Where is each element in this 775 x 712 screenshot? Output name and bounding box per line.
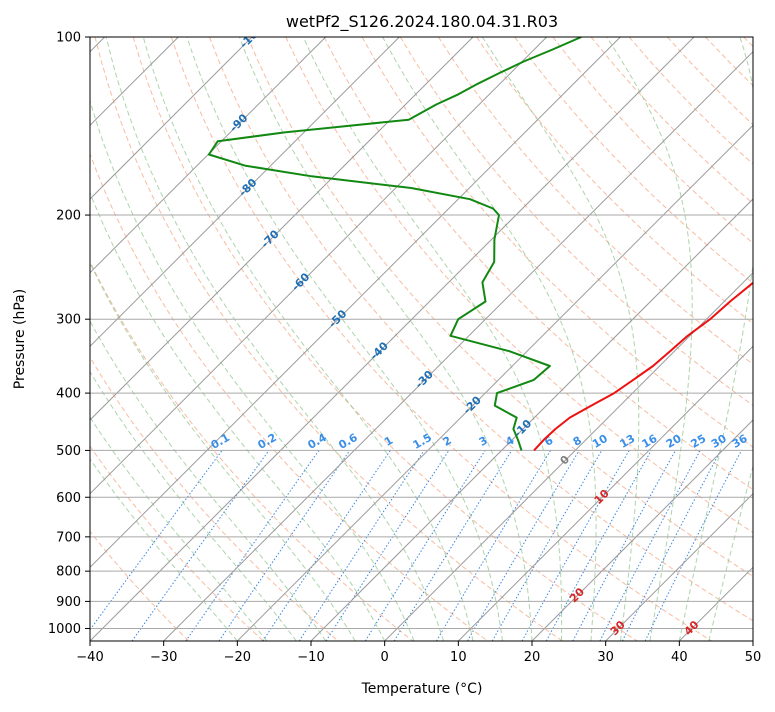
y-tick-label: 200: [56, 209, 81, 224]
y-tick-label: 500: [56, 444, 81, 459]
y-tick-label: 700: [56, 530, 81, 545]
x-tick-label: −30: [150, 650, 177, 665]
y-tick-label: 300: [56, 313, 81, 328]
y-tick-label: 1000: [48, 622, 81, 637]
x-tick-label: −40: [76, 650, 103, 665]
x-tick-label: 20: [524, 650, 541, 665]
x-axis-label: Temperature (°C): [361, 681, 483, 697]
y-tick-label: 800: [56, 565, 81, 580]
x-tick-label: 10: [450, 650, 467, 665]
x-tick-label: 50: [745, 650, 762, 665]
chart-title: wetPf2_S126.2024.180.04.31.R03: [286, 12, 558, 32]
y-tick-label: 900: [56, 595, 81, 610]
y-tick-label: 600: [56, 491, 81, 506]
x-tick-label: 0: [381, 650, 389, 665]
x-tick-label: 40: [671, 650, 688, 665]
x-tick-label: −10: [297, 650, 324, 665]
y-tick-label: 100: [56, 31, 81, 46]
y-axis-label: Pressure (hPa): [12, 289, 28, 389]
y-tick-label: 400: [56, 387, 81, 402]
plot-area: [90, 37, 753, 641]
x-tick-label: −20: [224, 650, 251, 665]
x-tick-label: 30: [597, 650, 614, 665]
